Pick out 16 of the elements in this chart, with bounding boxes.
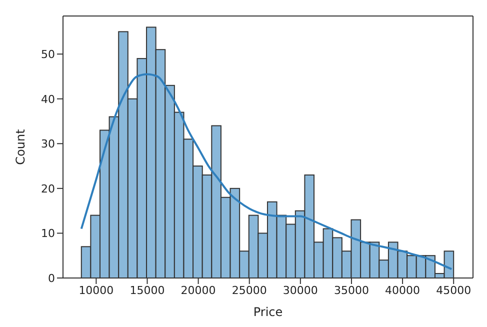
y-tick-label: 20 bbox=[41, 182, 55, 196]
y-tick-label: 0 bbox=[48, 272, 55, 285]
y-tick-label: 40 bbox=[41, 92, 55, 106]
y-tick-label: 50 bbox=[41, 48, 55, 61]
y-tick-label: 10 bbox=[41, 227, 55, 240]
x-tick-label: 25000 bbox=[232, 284, 267, 297]
x-tick-label: 35000 bbox=[334, 284, 369, 297]
x-tick-label: 10000 bbox=[78, 284, 114, 297]
y-axis-title: Count bbox=[13, 128, 28, 165]
x-tick-label: 30000 bbox=[282, 284, 318, 297]
y-tick-label: 30 bbox=[41, 138, 55, 151]
x-tick-label: 20000 bbox=[180, 284, 216, 297]
x-axis-title: Price bbox=[253, 305, 283, 319]
x-tick-label: 40000 bbox=[385, 284, 420, 297]
x-tick-label: 45000 bbox=[436, 284, 472, 297]
x-tick-label: 15000 bbox=[130, 284, 165, 297]
